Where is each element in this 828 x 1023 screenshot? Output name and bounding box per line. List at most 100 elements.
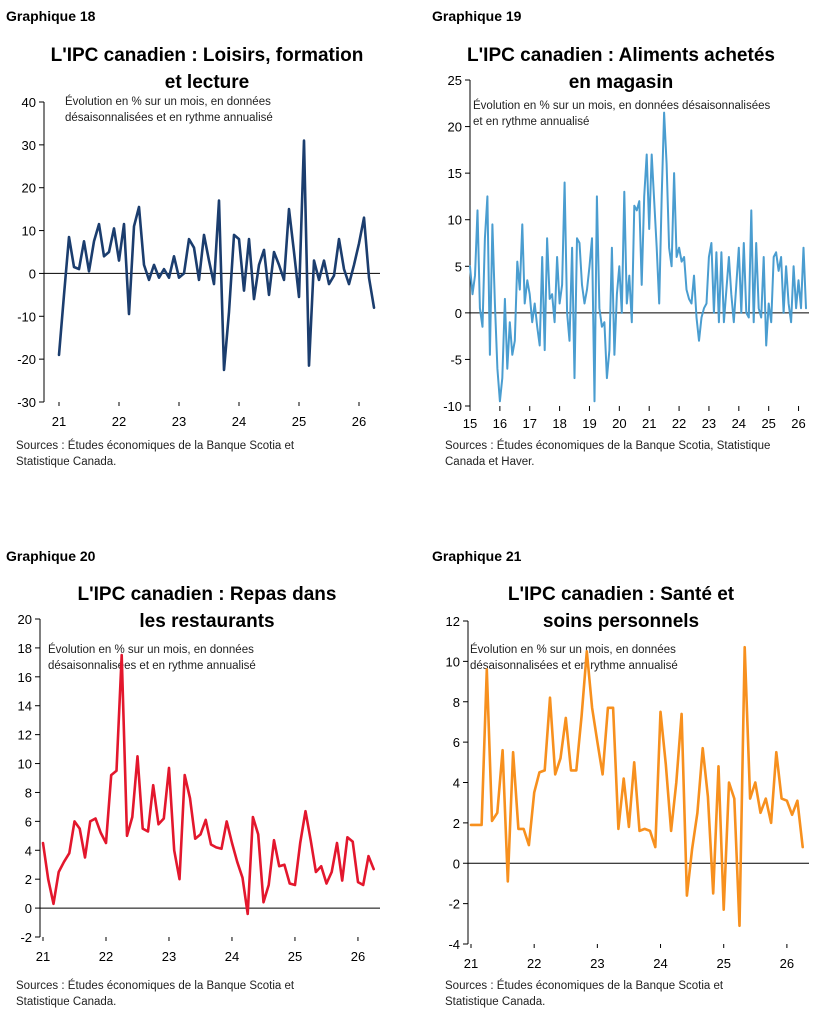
y-tick-label: 0: [455, 306, 462, 321]
series-line: [469, 645, 805, 928]
y-tick-label: 8: [453, 695, 460, 710]
y-tick-label: 2: [453, 816, 460, 831]
chart-title-line-2: soins personnels: [542, 611, 700, 632]
chart-source-line-2: Statistique Canada.: [16, 456, 117, 468]
x-tick-label: 26: [352, 414, 366, 429]
x-tick-label: 21: [52, 414, 66, 429]
chart-source-line-2: Statistique Canada.: [16, 996, 117, 1008]
x-tick-label: 25: [288, 949, 302, 964]
chart-label: Graphique 20: [6, 548, 96, 564]
y-tick-label: -10: [443, 399, 462, 414]
chart-title: L'IPC canadien : Santé et soins personne…: [414, 581, 828, 635]
x-tick-label: 23: [162, 949, 176, 964]
chart-source-line-2: Statistique Canada.: [445, 996, 546, 1008]
x-tick-label: 26: [351, 949, 365, 964]
y-tick-label: 20: [18, 612, 32, 627]
y-tick-label: 40: [22, 95, 36, 110]
chart-title-line-1: L'IPC canadien : Loisirs, formation: [50, 45, 364, 66]
y-tick-label: 12: [446, 614, 460, 629]
x-tick-label: 15: [463, 416, 477, 431]
chart-label: Graphique 18: [6, 8, 96, 24]
chart-source-line-1: Sources : Études économiques de la Banqu…: [445, 980, 724, 992]
x-tick-label: 18: [552, 416, 566, 431]
y-tick-label: 10: [446, 654, 460, 669]
chart-source: Sources : Études économiques de la Banqu…: [445, 438, 770, 470]
chart-title-line-2: et lecture: [164, 72, 250, 93]
y-tick-label: 14: [18, 699, 32, 714]
chart-title-line-1: L'IPC canadien : Aliments achetés: [467, 45, 775, 66]
x-tick-label: 22: [672, 416, 686, 431]
y-tick-label: 25: [448, 73, 462, 88]
x-tick-label: 24: [732, 416, 746, 431]
chart-panel-21: Graphique 21 L'IPC canadien : Santé et s…: [414, 512, 828, 1023]
chart-title: L'IPC canadien : Loisirs, formation et l…: [0, 42, 414, 96]
y-tick-label: 16: [18, 670, 32, 685]
y-tick-label: 15: [448, 166, 462, 181]
x-tick-label: 21: [36, 949, 50, 964]
y-tick-label: 30: [22, 138, 36, 153]
x-tick-label: 23: [172, 414, 186, 429]
chart-panel-20: Graphique 20 L'IPC canadien : Repas dans…: [0, 512, 414, 1023]
x-tick-label: 24: [653, 956, 667, 971]
x-tick-label: 22: [112, 414, 126, 429]
chart-subtitle: Évolution en % sur un mois, en données d…: [65, 94, 273, 126]
chart-subtitle-line-1: Évolution en % sur un mois, en données: [65, 96, 271, 108]
x-tick-label: 25: [716, 956, 730, 971]
chart-title: L'IPC canadien : Repas dans les restaura…: [0, 581, 414, 635]
chart-title-line-2: les restaurants: [139, 611, 275, 632]
x-tick-label: 26: [780, 956, 794, 971]
chart-label: Graphique 21: [432, 548, 522, 564]
y-tick-label: -10: [17, 309, 36, 324]
chart-panel-18: Graphique 18 L'IPC canadien : Loisirs, f…: [0, 0, 414, 511]
chart-title: L'IPC canadien : Aliments achetés en mag…: [414, 42, 828, 96]
x-tick-label: 23: [590, 956, 604, 971]
x-tick-label: 21: [642, 416, 656, 431]
y-tick-label: 2: [25, 872, 32, 887]
chart-source-line-1: Sources : Études économiques de la Banqu…: [16, 980, 295, 992]
series-line: [57, 139, 376, 372]
chart-subtitle-line-2: désaisonnalisées et en rythme annualisé: [470, 660, 678, 672]
y-tick-label: 4: [25, 843, 32, 858]
y-tick-label: 12: [18, 728, 32, 743]
chart-subtitle: Évolution en % sur un mois, en données d…: [470, 642, 678, 674]
chart-plot: -30 -20 -10 0 10 20 30 40 21 22 23 24 25 26: [17, 95, 380, 429]
chart-subtitle: Évolution en % sur un mois, en données d…: [473, 98, 770, 130]
chart-subtitle-line-2: désaisonnalisées et en rythme annualisé: [65, 112, 273, 124]
y-tick-label: 6: [25, 814, 32, 829]
y-tick-label: 5: [455, 259, 462, 274]
chart-title-line-1: L'IPC canadien : Santé et: [507, 584, 735, 605]
x-tick-label: 24: [232, 414, 246, 429]
y-tick-label: 20: [448, 120, 462, 135]
y-tick-label: 0: [29, 266, 36, 281]
chart-label: Graphique 19: [432, 8, 522, 24]
chart-subtitle-line-2: désaisonnalisées et en rythme annualisé: [48, 660, 256, 672]
chart-source-line-2: Canada et Haver.: [445, 456, 535, 468]
series-line: [469, 111, 807, 403]
y-tick-label: -4: [448, 937, 460, 952]
chart-source: Sources : Études économiques de la Banqu…: [445, 978, 723, 1010]
y-tick-label: 8: [25, 785, 32, 800]
y-tick-label: 10: [448, 213, 462, 228]
x-tick-label: 26: [791, 416, 805, 431]
x-tick-label: 19: [582, 416, 596, 431]
y-tick-label: -20: [17, 352, 36, 367]
y-tick-label: -2: [20, 930, 32, 945]
chart-subtitle-line-1: Évolution en % sur un mois, en données: [48, 644, 254, 656]
chart-source: Sources : Études économiques de la Banqu…: [16, 978, 294, 1010]
x-tick-label: 16: [493, 416, 507, 431]
x-tick-label: 25: [761, 416, 775, 431]
chart-source-line-1: Sources : Études économiques de la Banqu…: [16, 440, 295, 452]
x-tick-label: 24: [225, 949, 239, 964]
x-tick-label: 23: [702, 416, 716, 431]
chart-subtitle-line-2: et en rythme annualisé: [473, 116, 590, 128]
y-tick-label: 10: [22, 224, 36, 239]
y-tick-label: -30: [17, 395, 36, 410]
x-tick-label: 21: [464, 956, 478, 971]
series-line: [41, 653, 376, 916]
y-tick-label: -5: [450, 352, 462, 367]
chart-subtitle: Évolution en % sur un mois, en données d…: [48, 642, 256, 674]
y-tick-label: 0: [25, 901, 32, 916]
chart-subtitle-line-1: Évolution en % sur un mois, en données d…: [473, 100, 771, 112]
